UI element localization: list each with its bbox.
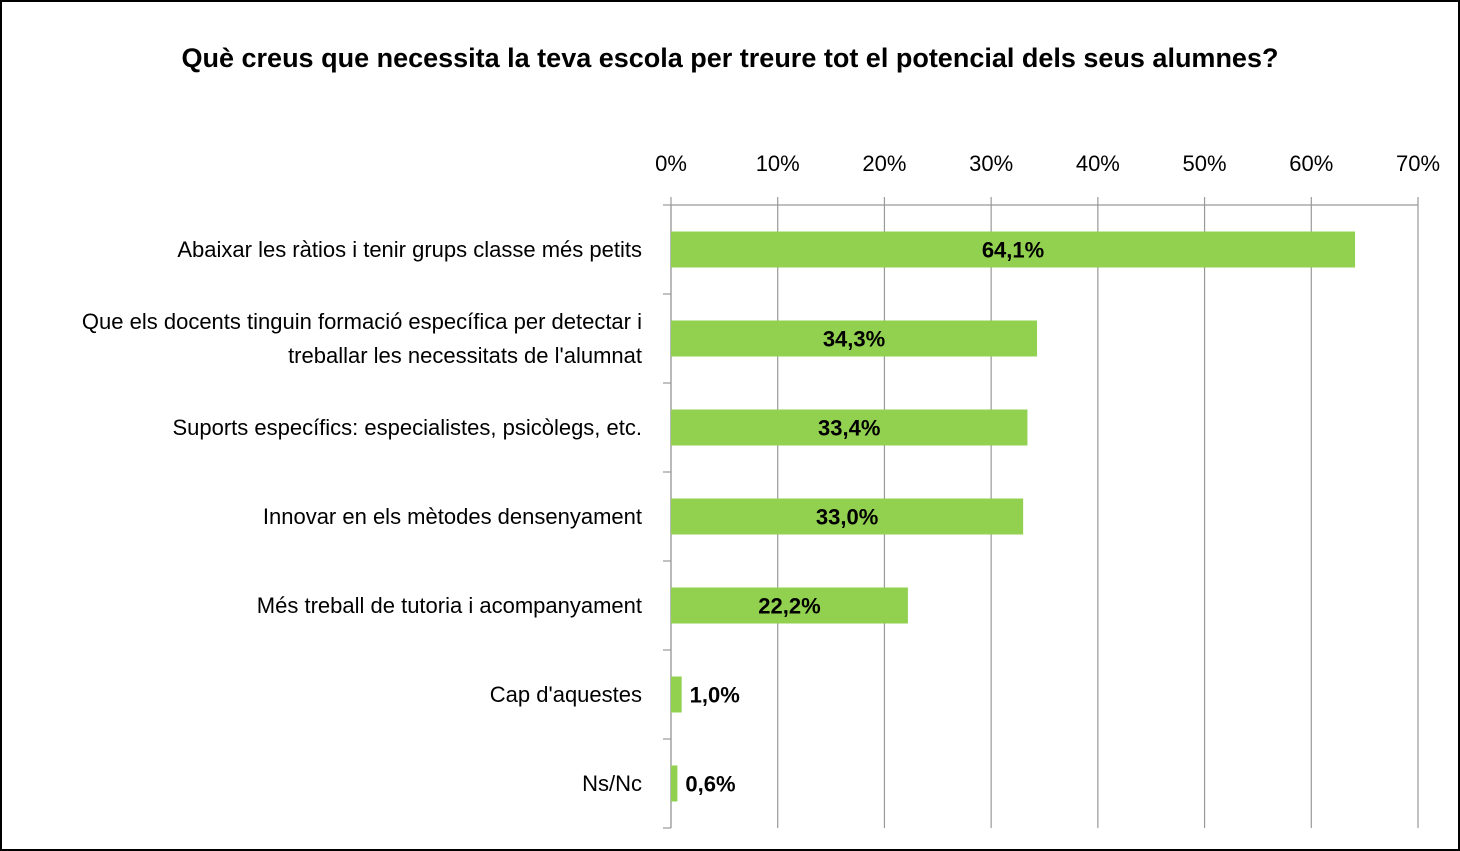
y-tick-label: Que els docents tinguin formació específ… (81, 308, 642, 368)
bar (671, 676, 682, 713)
data-label: 33,0% (816, 504, 878, 529)
data-label: 1,0% (690, 682, 740, 707)
y-tick-label: Innovar en els mètodes densenyament (262, 503, 642, 529)
bar (671, 231, 1356, 268)
chart-title: Què creus que necessita la teva escola p… (181, 43, 1279, 73)
bar (671, 498, 1024, 535)
y-tick-label: Suports específics: especialistes, psicò… (172, 414, 642, 440)
x-tick-label: 70% (1396, 151, 1440, 176)
bar (671, 409, 1028, 446)
data-label: 22,2% (758, 593, 820, 618)
data-label: 64,1% (982, 237, 1044, 262)
data-label: 0,6% (685, 771, 735, 796)
data-label: 34,3% (823, 326, 885, 351)
x-tick-label: 10% (756, 151, 800, 176)
bar (671, 320, 1038, 357)
x-tick-label: 0% (655, 151, 687, 176)
y-tick-label: Ns/Nc (582, 770, 642, 796)
y-tick-label: Abaixar les ràtios i tenir grups classe … (177, 236, 642, 262)
bar (671, 765, 678, 802)
bar (671, 587, 908, 624)
x-tick-label: 30% (969, 151, 1013, 176)
x-tick-label: 40% (1076, 151, 1120, 176)
x-tick-label: 60% (1289, 151, 1333, 176)
x-tick-label: 50% (1183, 151, 1227, 176)
x-tick-label: 20% (862, 151, 906, 176)
y-tick-label: Cap d'aquestes (489, 681, 642, 707)
y-tick-label: Més treball de tutoria i acompanyament (256, 592, 642, 618)
data-label: 33,4% (818, 415, 880, 440)
